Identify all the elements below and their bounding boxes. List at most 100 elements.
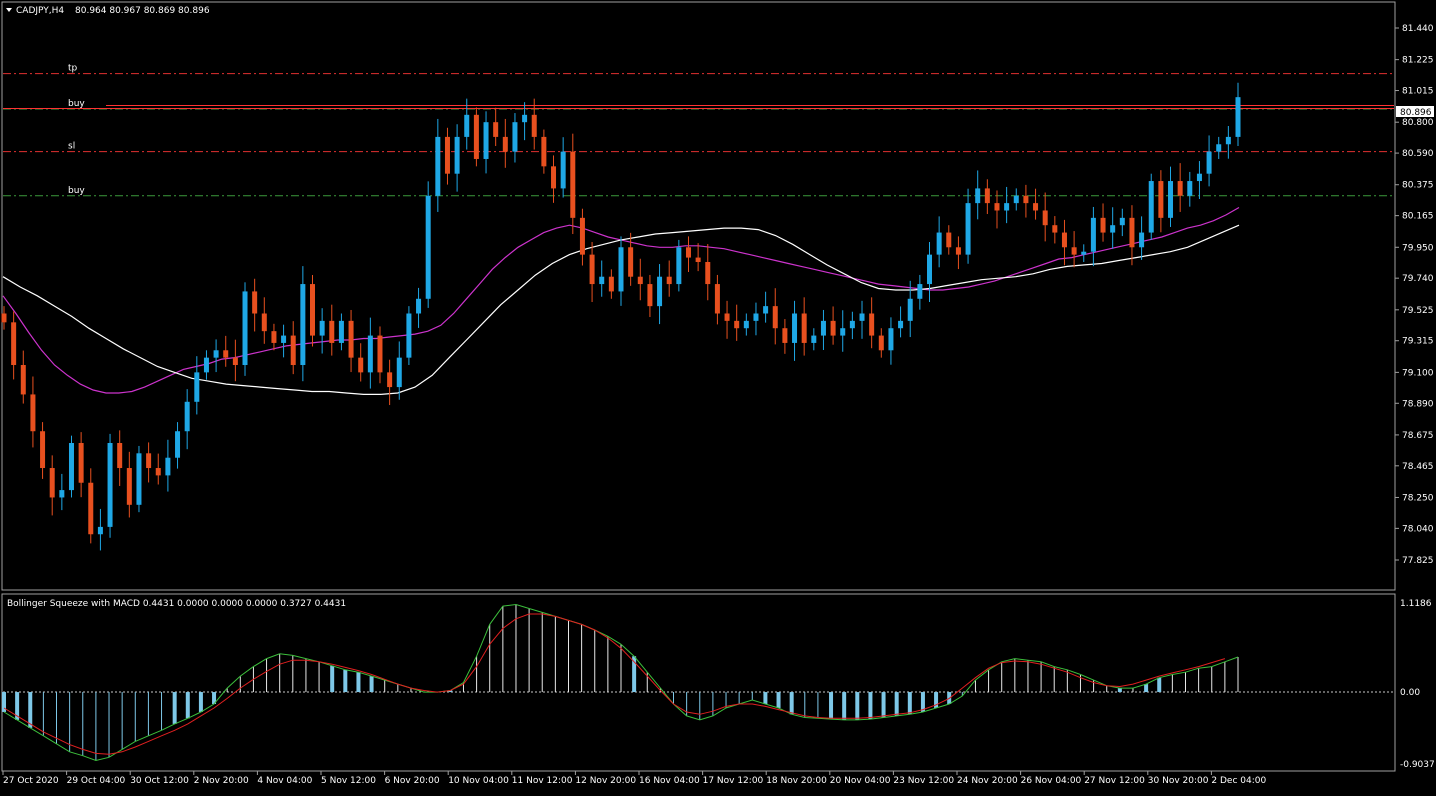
time-tick-label: 29 Oct 04:00: [67, 776, 126, 786]
indicator-tick-label: 1.1186: [1400, 599, 1432, 609]
candle-body: [126, 468, 132, 505]
current-price-tag: [1396, 106, 1434, 117]
candle: [252, 278, 258, 332]
candle: [955, 236, 961, 270]
candle-body: [599, 276, 605, 285]
candle: [242, 282, 248, 376]
candle: [724, 300, 730, 339]
candle: [772, 288, 778, 345]
macd-squeeze-indicator: 1.1186 0.00 -0.9037: [2, 599, 1435, 770]
candle: [1196, 161, 1202, 200]
candle-body: [136, 453, 142, 505]
candle: [1081, 244, 1087, 262]
candle-body: [348, 320, 354, 358]
candle-body: [685, 247, 691, 258]
candle-body: [1206, 151, 1212, 174]
candle: [502, 118, 508, 168]
candle: [30, 376, 36, 448]
candle-body: [936, 232, 942, 255]
candle-body: [1, 313, 7, 323]
candle-body: [1129, 217, 1135, 248]
candle: [1071, 231, 1077, 268]
price-tick-label: 79.315: [1402, 337, 1434, 347]
candle-body: [840, 328, 846, 336]
price-tick-label: 78.890: [1402, 399, 1434, 409]
candle-body: [608, 276, 614, 292]
candle-body: [830, 320, 836, 336]
chart-menu-triangle-icon[interactable]: [6, 8, 12, 12]
trade-level-label: buy: [68, 99, 85, 109]
candle: [1004, 186, 1010, 224]
candle-body: [811, 335, 817, 343]
candle: [753, 302, 759, 336]
candle-body: [358, 357, 364, 373]
candle: [117, 430, 123, 486]
candle-body: [907, 298, 913, 321]
candle: [685, 236, 691, 272]
candle: [1, 306, 7, 330]
candle: [522, 102, 528, 141]
candle-body: [628, 247, 634, 277]
candle: [994, 190, 1000, 229]
price-tick-label: 79.740: [1402, 274, 1434, 284]
candle-body: [637, 276, 643, 285]
candle-body: [531, 114, 537, 137]
candle-body: [1090, 217, 1096, 252]
candle: [849, 311, 855, 340]
candle-body: [1148, 181, 1154, 233]
macd-line: [3, 603, 1239, 762]
candle-body: [1081, 251, 1087, 255]
candle: [1225, 126, 1231, 159]
candle-body: [1052, 225, 1058, 233]
candle-body: [984, 188, 990, 204]
candle-body: [78, 443, 84, 483]
candle-body: [917, 284, 923, 299]
candle-body: [502, 136, 508, 152]
candle: [541, 129, 547, 174]
time-tick-label: 4 Nov 04:00: [257, 776, 312, 786]
candle: [416, 287, 422, 328]
candle: [165, 439, 171, 492]
candle-body: [1110, 225, 1116, 233]
candle-body: [1187, 181, 1193, 196]
candle: [146, 442, 152, 483]
candle: [1216, 136, 1222, 159]
candle: [367, 317, 373, 389]
candle: [859, 300, 865, 339]
candle: [493, 107, 499, 147]
indicator-tick-label: -0.9037: [1400, 760, 1435, 770]
price-tick-label: 80.375: [1402, 181, 1434, 191]
candle: [483, 111, 489, 174]
candle-body: [618, 247, 624, 292]
candle: [792, 300, 798, 361]
candle-body: [387, 372, 393, 388]
candle-body: [30, 394, 36, 432]
price-tick-label: 79.525: [1402, 306, 1434, 316]
indicator-panel-frame: [1, 593, 1396, 772]
candle: [40, 422, 46, 479]
candle-body: [367, 335, 373, 373]
candle-body: [955, 247, 961, 255]
candle-body: [676, 247, 682, 285]
candle: [714, 274, 720, 325]
candle: [531, 98, 537, 150]
candle-body: [416, 298, 422, 314]
candle: [984, 179, 990, 215]
candle: [705, 244, 711, 301]
candle-body: [290, 335, 296, 366]
candle: [763, 291, 769, 323]
candle: [907, 280, 913, 338]
candle-body: [589, 254, 595, 285]
candle: [608, 269, 614, 299]
candle: [589, 241, 595, 303]
candle-body: [579, 217, 585, 255]
candle-body: [444, 136, 450, 174]
candle: [734, 304, 740, 341]
candle-body: [175, 431, 181, 458]
price-tick-label: 81.015: [1402, 87, 1434, 97]
current-price-label: 80.896: [1400, 108, 1432, 118]
time-tick-label: 26 Nov 04:00: [1021, 776, 1082, 786]
candle-body: [97, 526, 103, 535]
candle: [300, 266, 306, 382]
